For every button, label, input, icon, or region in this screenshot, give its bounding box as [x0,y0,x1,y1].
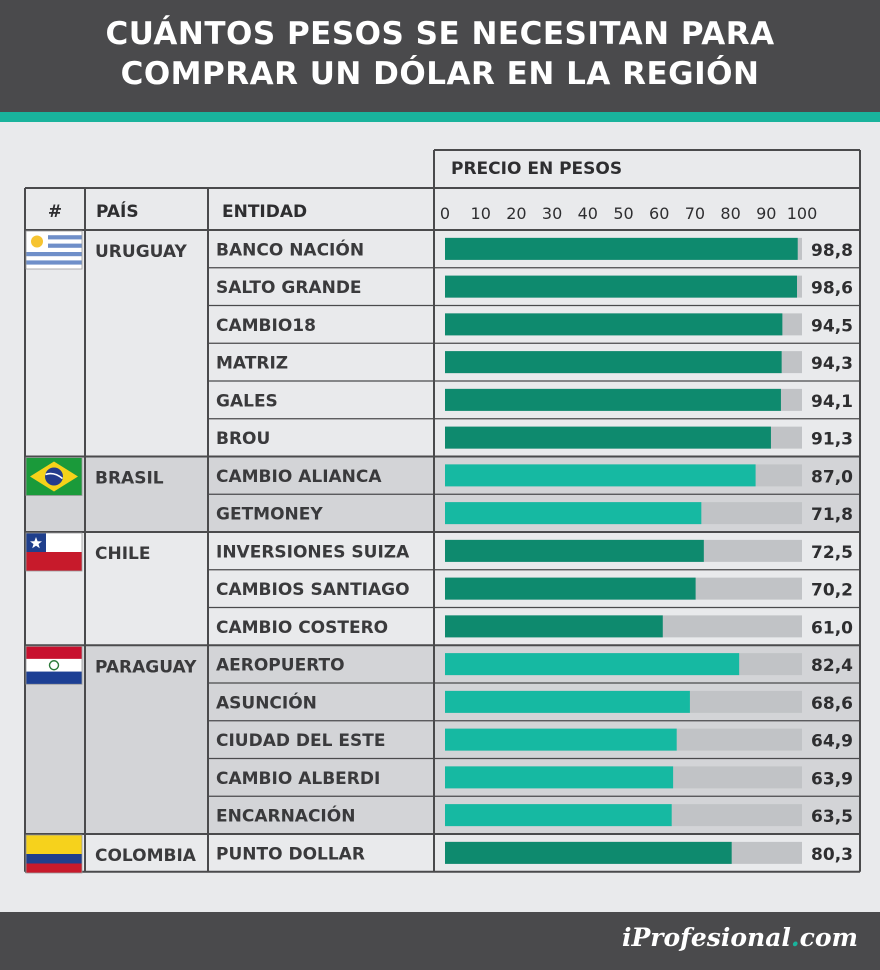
value-label: 80,3 [811,845,853,865]
entity-label: CAMBIO ALIANCA [216,467,382,487]
bar [445,804,672,827]
entity-label: AEROPUERTO [216,656,345,676]
title-line-2: COMPRAR UN DÓLAR EN LA REGIÓN [120,56,760,92]
page-title: CUÁNTOS PESOS SE NECESITAN PARA COMPRAR … [0,14,880,94]
value-label: 63,5 [811,807,853,827]
entity-label: GETMONEY [216,505,323,525]
bar [445,237,798,260]
value-label: 98,8 [811,241,853,261]
x-tick-label: 0 [440,204,450,223]
paraguay-flag [25,645,83,685]
entity-label: INVERSIONES SUIZA [216,542,410,562]
entity-label: CIUDAD DEL ESTE [216,731,385,751]
bar [445,841,732,864]
x-tick-label: 60 [649,204,669,223]
x-tick-label: 90 [756,204,776,223]
col-header-entity: ENTIDAD [222,202,307,222]
brazil-flag [25,457,83,496]
x-tick-label: 20 [506,204,526,223]
entity-label: BANCO NACIÓN [216,238,364,260]
brand-logo: iProfesional.com [622,923,858,952]
footer-bar [0,912,880,970]
bar [445,426,771,449]
value-label: 94,5 [811,316,853,336]
entity-label: ASUNCIÓN [216,691,317,713]
colombia-flag [25,834,83,874]
country-label-colombia: COLOMBIA [95,846,197,866]
bar [445,539,704,562]
uruguay-flag [25,230,83,270]
entity-label: MATRIZ [216,354,288,374]
title-line-1: CUÁNTOS PESOS SE NECESITAN PARA [105,16,775,52]
value-label: 63,9 [811,769,853,789]
country-label-chile: CHILE [95,544,150,564]
bar [445,766,674,789]
value-label: 68,6 [811,694,853,714]
entity-label: SALTO GRANDE [216,278,362,298]
x-tick-label: 50 [613,204,633,223]
value-label: 94,1 [811,392,853,412]
bar [445,464,756,487]
value-label: 98,6 [811,279,853,299]
bar [445,577,696,600]
bar [445,275,798,298]
x-tick-label: 40 [578,204,598,223]
entity-label: PUNTO DOLLAR [216,844,365,864]
bar [445,351,782,374]
value-label: 72,5 [811,543,853,563]
x-tick-label: 100 [787,204,818,223]
entity-label: CAMBIOS SANTIAGO [216,580,410,600]
bar [445,615,663,638]
country-label-brasil: BRASIL [95,469,164,489]
entity-label: CAMBIO18 [216,316,316,336]
value-label: 71,8 [811,505,853,525]
bar [445,388,781,411]
col-header-country: PAÍS [96,200,139,222]
value-label: 61,0 [811,618,853,638]
entity-label: BROU [216,429,270,449]
value-label: 91,3 [811,430,853,450]
x-tick-label: 80 [720,204,740,223]
brand-name: iProfesional [622,923,791,952]
value-label: 70,2 [811,581,853,601]
bar [445,690,690,713]
bar [445,653,740,676]
entity-label: ENCARNACIÓN [216,805,355,827]
col-header-num: # [48,202,62,222]
bar [445,313,783,336]
axis-title: PRECIO EN PESOS [451,159,622,179]
value-label: 82,4 [811,656,853,676]
value-label: 94,3 [811,354,853,374]
x-tick-label: 30 [542,204,562,223]
bar [445,502,702,525]
header-bar: CUÁNTOS PESOS SE NECESITAN PARA COMPRAR … [0,0,880,112]
entity-label: CAMBIO COSTERO [216,618,388,638]
x-tick-label: 10 [471,204,491,223]
entity-label: CAMBIO ALBERDI [216,769,380,789]
brand-suffix: com [799,923,858,952]
bar [445,728,677,751]
x-tick-label: 70 [685,204,705,223]
entity-label: GALES [216,391,278,411]
accent-stripe [0,112,880,122]
chile-flag [25,532,83,572]
value-label: 64,9 [811,732,853,752]
country-label-paraguay: PARAGUAY [95,657,197,677]
country-label-uruguay: URUGUAY [95,242,187,262]
value-label: 87,0 [811,467,853,487]
